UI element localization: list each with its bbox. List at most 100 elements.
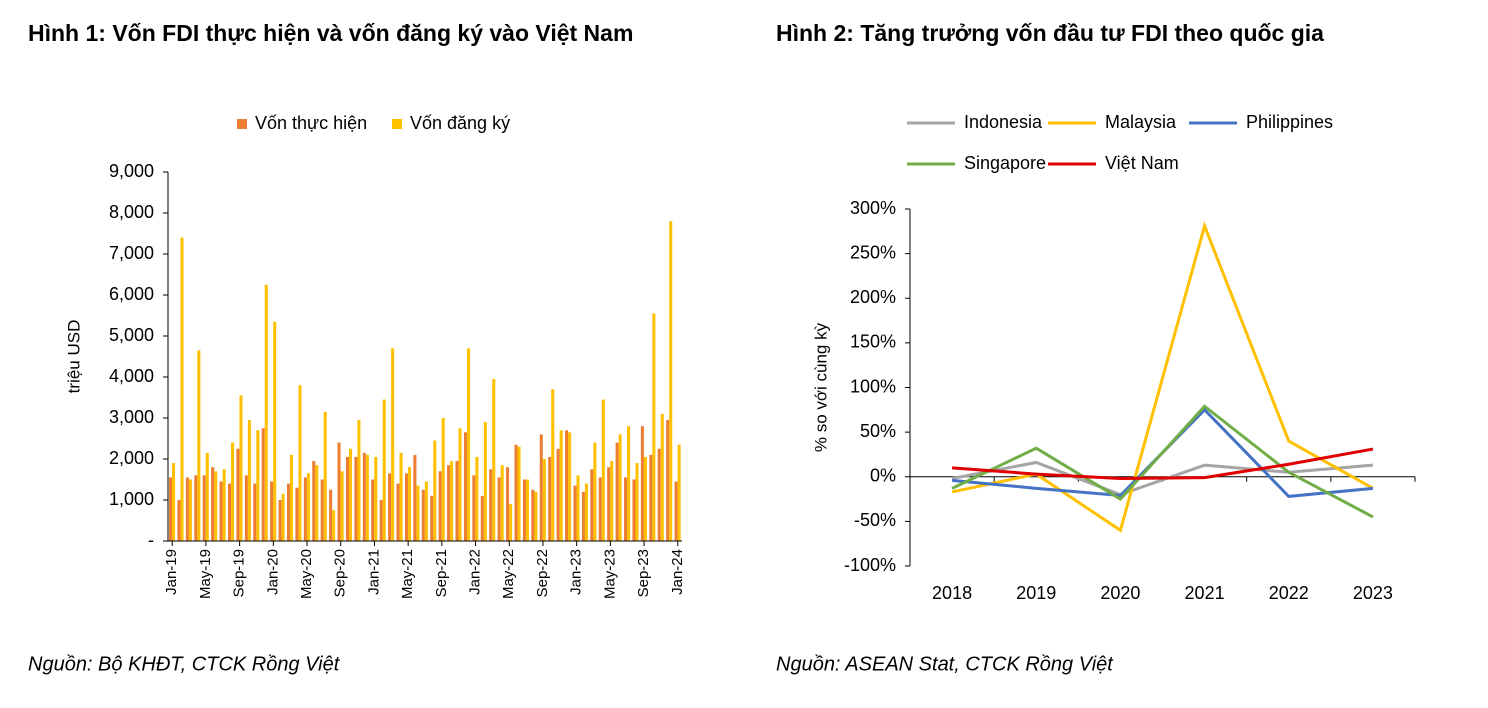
bar	[396, 483, 400, 541]
legend-label: Philippines	[1246, 112, 1333, 132]
x-tick-label: 2021	[1185, 583, 1225, 603]
bar	[399, 452, 403, 541]
bar	[303, 477, 307, 541]
x-tick-label: Jan-23	[568, 549, 585, 595]
bar	[172, 463, 176, 541]
x-tick-label: 2018	[932, 583, 972, 603]
bar	[231, 442, 235, 541]
bar	[652, 313, 656, 541]
bar	[219, 481, 223, 541]
bar	[624, 477, 628, 541]
bar	[388, 473, 392, 541]
bar	[430, 495, 434, 541]
bar	[298, 385, 302, 541]
bar	[590, 469, 594, 541]
legend-label: Việt Nam	[1105, 153, 1179, 173]
y-tick-label: 300%	[850, 198, 896, 218]
x-tick-label: May-19	[197, 549, 214, 599]
y-tick-label: 100%	[850, 376, 896, 396]
bar	[455, 461, 459, 541]
bar	[463, 432, 467, 541]
x-tick-label: Sep-19	[231, 549, 248, 597]
bar	[214, 471, 218, 541]
y-tick-label: 0%	[870, 466, 896, 486]
series-line	[951, 221, 1374, 533]
bar	[551, 389, 555, 541]
x-tick-label: Jan-19	[163, 549, 180, 595]
bar	[669, 221, 673, 541]
y-tick-label: 4,000	[109, 366, 154, 386]
bar	[244, 475, 248, 541]
bar	[649, 454, 653, 541]
bar	[466, 348, 470, 541]
legend-label: Singapore	[964, 153, 1046, 173]
source-note: Nguồn: ASEAN Stat, CTCK Rồng Việt	[776, 653, 1114, 675]
bar	[657, 448, 661, 541]
bar	[615, 442, 619, 541]
bar	[475, 456, 479, 541]
bar	[205, 452, 209, 541]
bar	[256, 430, 260, 541]
x-tick-label: 2023	[1353, 583, 1393, 603]
bar	[497, 477, 501, 541]
chart-title: Hình 1: Vốn FDI thực hiện và vốn đăng ký…	[28, 20, 633, 46]
legend-swatch	[237, 119, 247, 129]
bar	[660, 413, 664, 541]
bar	[635, 463, 639, 541]
bar	[483, 422, 487, 541]
bar	[290, 454, 294, 541]
bar	[348, 448, 353, 541]
bar	[559, 430, 563, 541]
bar	[500, 465, 504, 541]
bar	[416, 485, 420, 541]
bar	[618, 434, 622, 541]
bar	[489, 469, 493, 541]
x-tick-label: Sep-20	[332, 549, 349, 597]
bar	[640, 426, 644, 541]
bar	[374, 456, 378, 541]
series-line	[951, 404, 1374, 519]
bar	[421, 489, 425, 541]
y-tick-label: -	[148, 530, 154, 550]
bar	[565, 430, 569, 541]
bar	[677, 444, 681, 541]
bar	[382, 399, 386, 541]
bar	[295, 487, 299, 541]
bar	[264, 284, 268, 541]
legend-label: Indonesia	[964, 112, 1043, 132]
bar	[194, 475, 198, 541]
bar	[514, 444, 518, 541]
bar	[222, 469, 226, 541]
bar	[211, 467, 215, 541]
bar	[433, 440, 437, 541]
y-tick-label: -50%	[854, 510, 896, 530]
bar	[598, 477, 602, 541]
y-tick-label: 8,000	[109, 202, 154, 222]
bar	[548, 456, 552, 541]
y-tick-label: 9,000	[109, 161, 154, 181]
bar	[273, 321, 277, 541]
bar	[413, 454, 417, 541]
legend-swatch	[392, 119, 402, 129]
bar	[365, 454, 369, 541]
bar	[329, 489, 333, 541]
bar	[674, 481, 678, 541]
legend-label: Vốn thực hiện	[255, 113, 367, 133]
source-note: Nguồn: Bộ KHĐT, CTCK Rồng Việt	[28, 653, 341, 675]
series-line	[951, 460, 1374, 497]
bar	[185, 477, 189, 541]
bar	[458, 428, 462, 541]
bar	[180, 237, 184, 541]
bar	[188, 479, 192, 541]
bar	[227, 483, 232, 541]
x-tick-label: Jan-21	[365, 549, 382, 595]
y-tick-label: 50%	[860, 421, 896, 441]
bar	[506, 467, 510, 541]
bar	[239, 395, 243, 541]
bar	[447, 465, 451, 541]
bar	[247, 420, 251, 541]
x-tick-label: 2022	[1269, 583, 1309, 603]
x-tick-label: May-21	[399, 549, 416, 599]
series-line	[951, 447, 1374, 481]
